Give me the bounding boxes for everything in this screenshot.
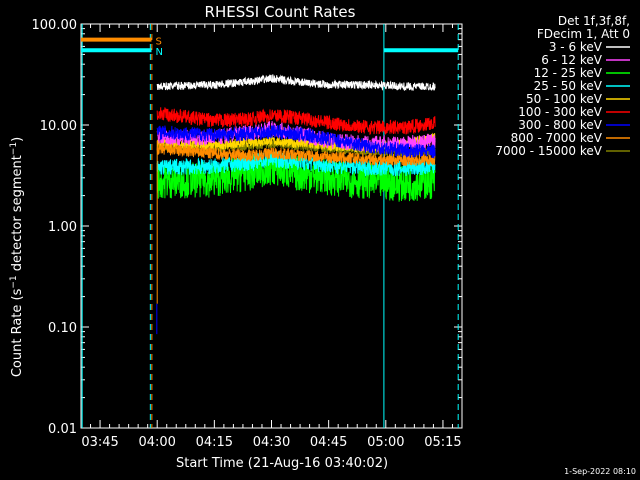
y-tick-label: 100.00 bbox=[32, 18, 78, 33]
y-axis-label-part: detector segment bbox=[10, 155, 25, 275]
flag-label-N: N bbox=[155, 47, 162, 58]
legend: Det 1f,3f,8f, FDecim 1, Att 0 3 - 6 keV6… bbox=[495, 14, 630, 158]
y-tick-label: 1.00 bbox=[48, 220, 77, 235]
series-line bbox=[156, 142, 436, 167]
y-axis-label-exponent: −1 bbox=[9, 142, 19, 155]
legend-header-line: Det 1f,3f,8f, bbox=[558, 14, 630, 28]
legend-entry-label: 300 - 800 keV bbox=[518, 118, 602, 132]
series-line bbox=[156, 125, 436, 158]
y-axis-label-part: Count Rate (s bbox=[10, 288, 25, 377]
series-line bbox=[156, 107, 436, 136]
footer-timestamp: 1-Sep-2022 08:10 bbox=[564, 467, 636, 476]
x-tick-label: 04:00 bbox=[138, 435, 175, 450]
y-tick-label: 10.00 bbox=[40, 119, 77, 134]
x-tick-label: 04:45 bbox=[310, 435, 347, 450]
legend-entry-label: 800 - 7000 keV bbox=[511, 131, 603, 145]
x-tick-label: 04:15 bbox=[196, 435, 233, 450]
legend-entry-label: 50 - 100 keV bbox=[526, 92, 603, 106]
y-axis-label-part: ) bbox=[10, 137, 25, 142]
y-axis-label: Count Rate (s−1 detector segment−1) bbox=[9, 137, 25, 377]
legend-entry-label: 100 - 300 keV bbox=[518, 105, 602, 119]
flag-label-S: S bbox=[155, 37, 161, 48]
series-line bbox=[156, 74, 436, 91]
plot-frame bbox=[80, 23, 463, 429]
x-tick-label: 05:15 bbox=[424, 435, 461, 450]
legend-entry-label: 7000 - 15000 keV bbox=[495, 144, 602, 158]
legend-entry-label: 25 - 50 keV bbox=[534, 79, 603, 93]
plot-area: 100.00 10.00 1.00 0.10 0.01 03:45 04:00 04:15 04… bbox=[32, 18, 463, 450]
x-tick-label: 04:30 bbox=[253, 435, 290, 450]
chart-title: RHESSI Count Rates bbox=[205, 3, 356, 21]
y-tick-label: 0.01 bbox=[48, 422, 77, 437]
y-axis-label-exponent: −1 bbox=[9, 275, 19, 288]
x-tick-label: 03:45 bbox=[81, 435, 118, 450]
x-axis-label: Start Time (21-Aug-16 03:40:02) bbox=[176, 456, 388, 471]
x-tick-label: 05:00 bbox=[367, 435, 404, 450]
legend-entry-label: 12 - 25 keV bbox=[534, 66, 603, 80]
legend-entry-label: 6 - 12 keV bbox=[541, 53, 603, 67]
y-tick-label: 0.10 bbox=[48, 321, 77, 336]
legend-header-line: FDecim 1, Att 0 bbox=[537, 27, 630, 41]
legend-entry-label: 3 - 6 keV bbox=[549, 40, 603, 54]
